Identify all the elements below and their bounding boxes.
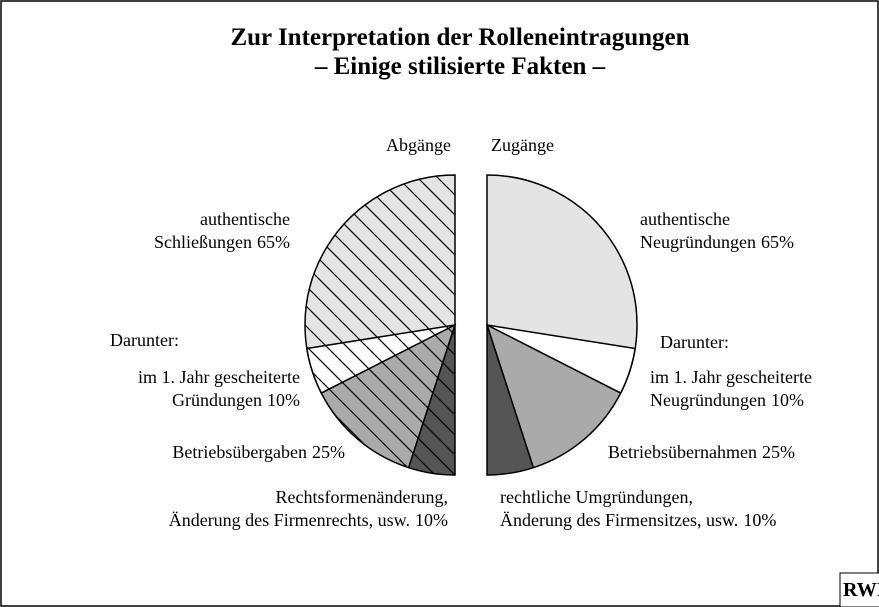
slice-label: Rechtsformenänderung, Änderung des Firmen…: [169, 487, 448, 530]
slice-label: authentische Schließungen 65%: [154, 209, 290, 252]
slice-value-label: 65%: [257, 232, 290, 252]
slice-label-line: Neugründungen: [640, 232, 756, 252]
slice-value-label: 25%: [762, 442, 795, 462]
slice-label-line: im 1. Jahr gescheiterte: [138, 367, 300, 387]
slice-label-line: Rechtsformenänderung,: [276, 487, 448, 507]
slice-label: authentische Neugründungen 65%: [640, 209, 794, 252]
slice-value-label: 10%: [415, 510, 448, 530]
logo-box: [839, 572, 879, 607]
pie-slice: [485, 323, 622, 469]
pie-slice: [407, 324, 456, 476]
slice-value-label: 10%: [743, 510, 776, 530]
slice-label-line: Betriebsübernahmen: [608, 442, 757, 462]
slice-label-line: rechtliche Umgründungen,: [500, 487, 693, 507]
slice-label-line: Neugründungen: [650, 390, 766, 410]
chart-title: Zur Interpretation der Rolleneintragunge…: [230, 24, 689, 51]
slice-label: Betriebsübergaben 25%: [172, 442, 345, 462]
slice-label-line: Gründungen: [172, 390, 262, 410]
logo-text: RWI: [843, 579, 879, 601]
pie-slice: [486, 324, 535, 476]
legend-label: Abgänge: [386, 135, 451, 155]
annotation: Darunter:: [110, 330, 179, 350]
slice-label: im 1. Jahr gescheiterte Neugründungen 10%: [650, 367, 812, 410]
slice-label: im 1. Jahr gescheiterte Gründungen 10%: [138, 367, 300, 410]
slice-label-line: authentische: [200, 209, 290, 229]
slice-label-line: Betriebsübergaben: [172, 442, 307, 462]
slice-label-line: Änderung des Firmensitzes, usw.: [500, 510, 738, 530]
slice-label-line: Änderung des Firmenrechts, usw.: [169, 510, 410, 530]
pie-slice: [320, 323, 457, 469]
slice-value-label: 10%: [771, 390, 804, 410]
slice-value-label: 65%: [761, 232, 794, 252]
slice-label-line: authentische: [640, 209, 730, 229]
logo: RWI: [839, 572, 879, 607]
slice-label-line: im 1. Jahr gescheiterte: [650, 367, 812, 387]
slice-value-label: 25%: [312, 442, 345, 462]
slice-label-line: Schließungen: [154, 232, 252, 252]
annotation: Darunter:: [660, 332, 729, 352]
legend-label: Zugänge: [491, 135, 554, 155]
slice-value-label: 10%: [267, 390, 300, 410]
slice-label: rechtliche Umgründungen, Änderung des Fir…: [500, 487, 776, 530]
chart-subtitle: – Einige stilisierte Fakten –: [314, 53, 606, 80]
slice-label: Betriebsübernahmen 25%: [608, 442, 795, 462]
